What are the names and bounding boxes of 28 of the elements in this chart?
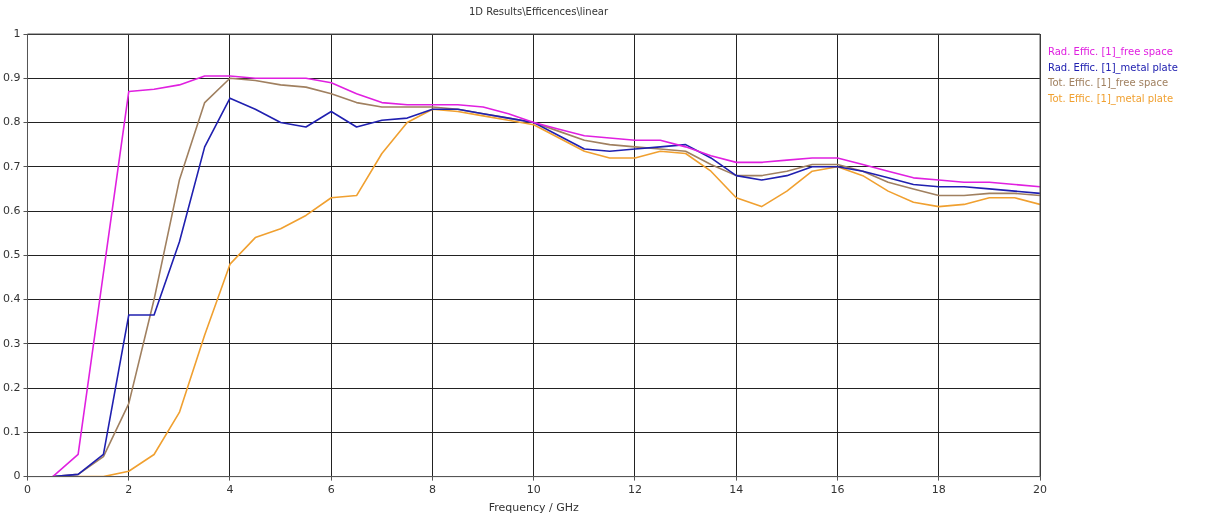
y-tick-label: 0 <box>13 469 21 483</box>
x-tick-label: 18 <box>931 483 946 497</box>
x-tick-label: 20 <box>1033 483 1047 497</box>
x-tick-label: 8 <box>429 483 436 497</box>
y-tick-label: 0.7 <box>2 159 21 173</box>
y-tick-label: 1 <box>13 26 21 40</box>
x-tick-label: 2 <box>125 483 133 497</box>
text: Tot. Effic. [1]_metal plate <box>1048 91 1175 106</box>
text: Rad. Effic. [1]_metal plate <box>1048 60 1178 75</box>
y-tick-label: 0.8 <box>2 115 21 129</box>
x-axis-title: Frequency / GHz <box>488 501 580 515</box>
x-tick-label: 16 <box>830 483 845 497</box>
y-tick-label: 0.6 <box>2 203 21 217</box>
y-tick-label: 0.4 <box>2 292 21 306</box>
chart-title: 1D Results\Efficences\linear <box>467 6 610 17</box>
y-tick-label: 0.9 <box>2 71 21 85</box>
x-tick-label: 12 <box>628 483 642 497</box>
x-tick-label: 10 <box>526 483 541 497</box>
y-tick-label: 0.3 <box>2 336 21 350</box>
x-tick-label: 6 <box>327 483 335 497</box>
x-tick-label: 0 <box>23 483 31 497</box>
y-tick-label: 0.5 <box>2 248 21 262</box>
y-tick-label: 0.2 <box>2 380 21 394</box>
text: Rad. Effic. [1]_free space <box>1048 45 1174 60</box>
y-tick-label: 0.1 <box>2 425 21 439</box>
x-tick-label: 14 <box>729 483 744 497</box>
text: Tot. Effic. [1]_free space <box>1048 76 1170 91</box>
x-tick-label: 4 <box>226 483 234 497</box>
